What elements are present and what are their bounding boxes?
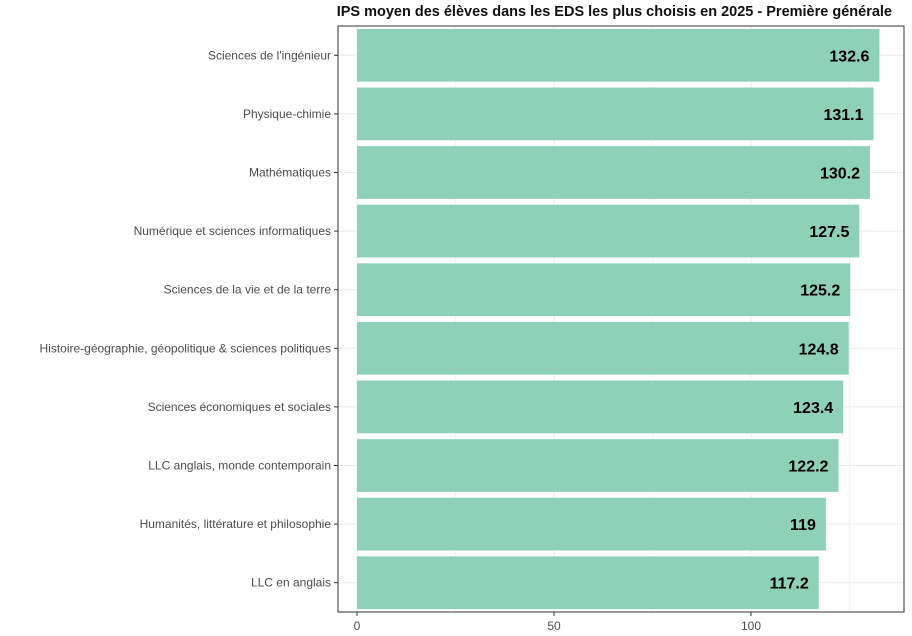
- x-tick-label: 50: [547, 619, 561, 633]
- bar: [357, 497, 826, 551]
- data-label: 132.6: [829, 48, 869, 65]
- data-label: 124.8: [799, 341, 839, 358]
- data-label: 130.2: [820, 166, 860, 183]
- bar: [357, 204, 860, 258]
- category-label: LLC anglais, monde contemporain: [148, 459, 331, 473]
- category-label: Histoire-géographie, géopolitique & scie…: [39, 341, 331, 355]
- category-label: Mathématiques: [249, 166, 331, 180]
- data-label: 117.2: [770, 576, 809, 593]
- data-label: 125.2: [800, 283, 840, 300]
- category-label: Sciences économiques et sociales: [148, 400, 331, 414]
- category-label: Sciences de la vie et de la terre: [164, 283, 332, 297]
- data-label: 131.1: [823, 107, 863, 124]
- category-label: Humanités, littérature et philosophie: [140, 517, 332, 531]
- bar: [357, 146, 870, 199]
- bar: [357, 439, 839, 492]
- bar: [357, 87, 874, 141]
- bar: [357, 556, 819, 610]
- category-label: LLC en anglais: [251, 576, 331, 590]
- bar: [357, 28, 880, 82]
- category-label: Physique-chimie: [243, 107, 331, 121]
- panel-border: [337, 25, 905, 613]
- bar: [357, 380, 844, 434]
- chart-title: IPS moyen des élèves dans les EDS les pl…: [336, 4, 892, 20]
- data-label: 123.4: [793, 400, 833, 417]
- category-label: Sciences de l'ingénieur: [208, 48, 331, 62]
- x-tick-label: 100: [741, 619, 761, 633]
- data-label: 127.5: [809, 224, 849, 241]
- category-label: Numérique et sciences informatiques: [134, 224, 331, 238]
- data-label: 119: [790, 517, 816, 534]
- data-label: 122.2: [788, 459, 828, 476]
- bar: [357, 263, 851, 317]
- x-tick-label: 0: [354, 619, 361, 633]
- bar: [357, 321, 849, 375]
